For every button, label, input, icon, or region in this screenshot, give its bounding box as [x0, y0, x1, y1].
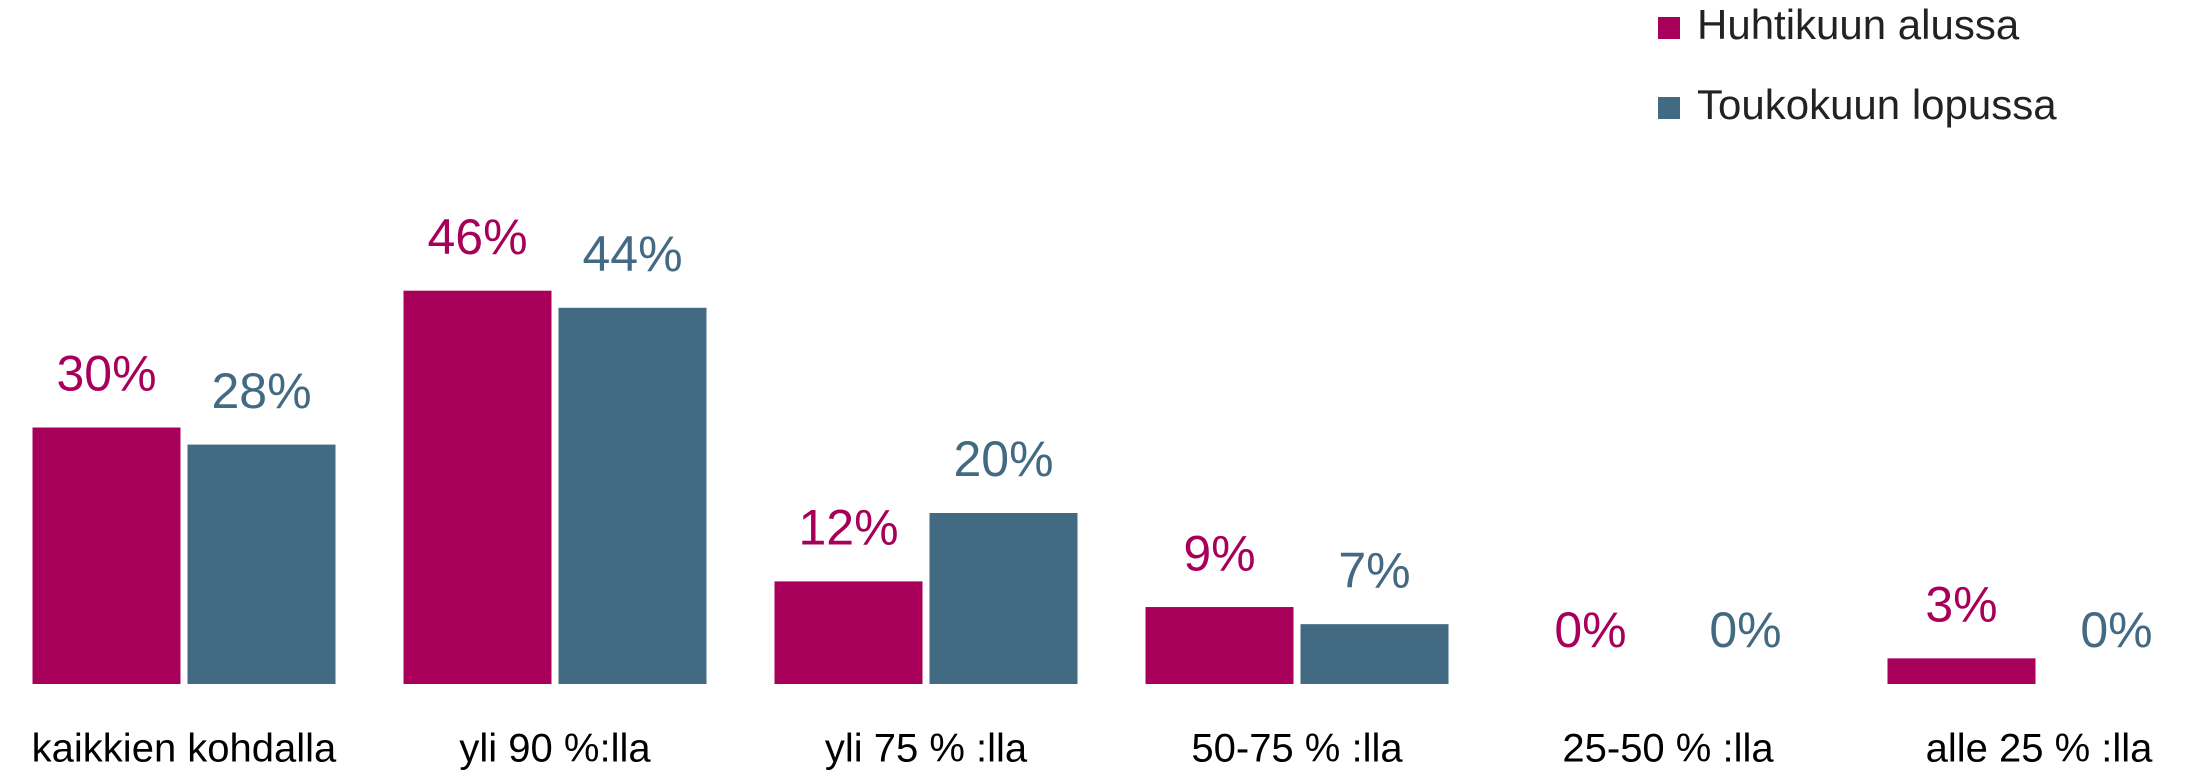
bar: [558, 307, 707, 684]
legend-swatch: [1658, 97, 1680, 119]
bar: [1300, 624, 1449, 684]
value-label: 20%: [953, 431, 1053, 487]
legend-swatch: [1658, 17, 1680, 39]
legend-label: Toukokuun lopussa: [1697, 81, 2057, 128]
value-label: 44%: [582, 226, 682, 282]
legend-label: Huhtikuun alussa: [1697, 1, 2020, 48]
value-label: 0%: [1709, 602, 1781, 658]
x-tick-label: kaikkien kohdalla: [32, 727, 337, 771]
value-label: 30%: [56, 346, 156, 402]
bar: [187, 444, 336, 684]
x-tick-label: 25-50 % :lla: [1562, 727, 1774, 771]
value-label: 28%: [211, 363, 311, 419]
x-tick-label: 50-75 % :lla: [1191, 727, 1403, 771]
bar: [32, 427, 181, 684]
value-label: 46%: [427, 209, 527, 265]
x-tick-label: alle 25 % :lla: [1926, 727, 2154, 771]
value-label: 12%: [798, 500, 898, 556]
value-label: 0%: [2080, 602, 2152, 658]
value-label: 0%: [1554, 602, 1626, 658]
bar: [929, 513, 1078, 684]
value-label: 7%: [1338, 542, 1410, 598]
value-label: 3%: [1925, 577, 1997, 633]
value-label: 9%: [1183, 525, 1255, 581]
bar: [403, 290, 552, 684]
bar: [774, 581, 923, 684]
x-tick-label: yli 75 % :lla: [825, 727, 1028, 771]
bar: [1887, 658, 2036, 684]
x-tick-label: yli 90 %:lla: [459, 727, 651, 771]
bar: [1145, 607, 1294, 684]
